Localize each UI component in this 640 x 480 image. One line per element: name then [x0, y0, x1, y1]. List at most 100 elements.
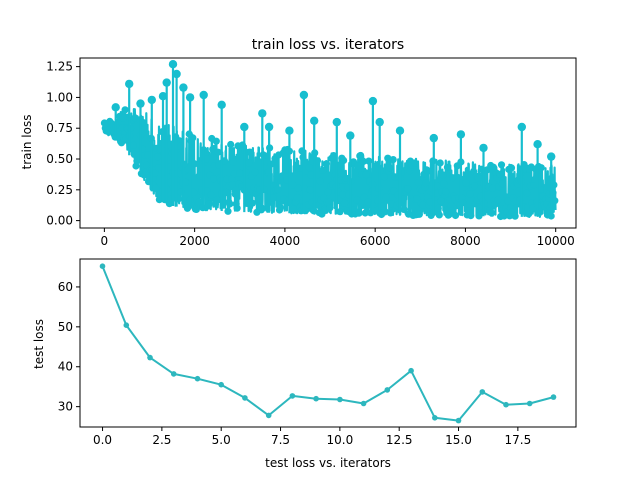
train-loss-y-ticks: 0.00 0.25 0.50 0.75 1.00 1.25: [46, 60, 80, 228]
train-loss-spike-point: [346, 131, 355, 140]
test-loss-point: [99, 263, 106, 270]
train-loss-point: [434, 204, 442, 212]
train-loss-point: [307, 171, 315, 179]
train-loss-point: [214, 148, 222, 156]
train-loss-point: [340, 199, 349, 207]
test-loss-point: [337, 396, 343, 403]
train-loss-point: [467, 212, 475, 220]
test-loss-point: [313, 395, 319, 402]
train-loss-point: [222, 189, 230, 197]
train-loss-spike-point: [172, 69, 181, 79]
train-loss-point: [190, 188, 198, 196]
train-loss-point: [415, 210, 423, 218]
train-loss-point: [154, 164, 163, 172]
train-loss-point: [551, 197, 559, 205]
train-loss-point: [210, 175, 218, 183]
test-loss-x-tick-label: 7.5: [271, 433, 290, 447]
train-loss-point: [511, 212, 519, 220]
train-loss-point: [176, 142, 184, 150]
train-loss-point: [381, 208, 389, 216]
test-loss-point: [408, 367, 414, 374]
train-loss-point: [384, 154, 392, 162]
train-loss-point: [251, 168, 259, 176]
train-loss-spike-point: [429, 133, 438, 143]
train-loss-point: [154, 153, 162, 161]
train-loss-point: [277, 177, 285, 185]
train-loss-point: [289, 181, 297, 189]
train-loss-x-tick-label: 2000: [179, 234, 210, 248]
test-loss-x-tick-label: 15.0: [445, 433, 472, 447]
train-loss-point: [497, 161, 506, 169]
train-loss-point: [205, 200, 213, 208]
train-loss-point: [345, 191, 353, 199]
train-loss-point: [436, 159, 444, 167]
train-loss-point: [339, 191, 347, 199]
train-loss-x-tick-label: 0: [101, 234, 109, 248]
train-loss-spike-point: [162, 78, 171, 87]
train-loss-point: [357, 151, 365, 160]
test-loss-point: [360, 400, 367, 407]
train-loss-spike-point: [264, 122, 274, 132]
train-loss-point: [151, 169, 159, 177]
train-loss-x-tick-label: 10000: [537, 234, 575, 248]
train-loss-point: [498, 180, 506, 188]
train-loss-axes-frame: [79, 57, 577, 229]
test-loss-y-tick-label: 40: [58, 360, 73, 374]
train-loss-point: [306, 186, 314, 194]
train-loss-point: [228, 181, 237, 189]
test-loss-point: [455, 417, 462, 424]
train-loss-point: [269, 194, 277, 202]
train-loss-point: [525, 210, 533, 218]
train-loss-y-tick-label: 0.25: [46, 183, 73, 197]
train-loss-point: [294, 184, 302, 192]
test-loss-point: [194, 375, 201, 382]
test-loss-point: [432, 415, 438, 421]
train-loss-point: [504, 197, 512, 205]
train-loss-point: [230, 170, 238, 178]
train-loss-point: [247, 149, 255, 157]
test-loss-series-line: [101, 265, 554, 422]
train-loss-point: [389, 156, 397, 164]
test-loss-point: [242, 395, 248, 401]
test-loss-x-tick-label: 2.5: [152, 433, 171, 447]
train-loss-point: [273, 172, 281, 180]
train-loss-point: [319, 166, 327, 174]
train-loss-point: [413, 195, 421, 203]
test-loss-y-tick-label: 60: [58, 280, 73, 294]
test-loss-x-ticks: 0.0 2.5 5.0 7.5 10.0 12.5 15.0 17.5: [93, 427, 531, 447]
train-loss-point: [397, 168, 405, 176]
train-loss-point: [248, 199, 256, 207]
train-loss-point: [290, 205, 298, 213]
train-loss-point: [229, 158, 237, 166]
test-loss-point: [218, 381, 224, 388]
train-loss-spike-point: [533, 140, 542, 149]
train-loss-spike-point: [479, 143, 488, 153]
train-loss-y-tick-label: 0.50: [46, 152, 73, 166]
test-loss-point: [147, 354, 153, 361]
train-loss-y-tick-label: 0.75: [46, 121, 73, 135]
train-loss-point: [228, 175, 236, 183]
train-loss-point: [340, 156, 348, 164]
train-loss-point: [365, 157, 373, 165]
train-loss-spike-point: [136, 99, 145, 108]
train-loss-y-tick-label: 1.00: [46, 90, 73, 104]
train-loss-point: [325, 198, 333, 206]
train-loss-point: [313, 157, 321, 165]
train-loss-spike-point: [375, 117, 384, 127]
train-loss-x-tick-label: 6000: [360, 234, 391, 248]
train-loss-point: [494, 196, 502, 204]
train-loss-y-tick-label: 0.00: [46, 214, 73, 228]
train-loss-spike-point: [285, 126, 294, 135]
train-loss-point: [353, 196, 361, 204]
train-loss-spike-point: [332, 117, 341, 127]
test-loss-y-tick-label: 30: [58, 400, 73, 414]
train-loss-point: [121, 106, 129, 114]
train-loss-point: [424, 167, 432, 175]
test-loss-point: [265, 412, 272, 419]
train-loss-point: [380, 173, 388, 181]
train-loss-point: [276, 203, 284, 212]
test-loss-x-tick-label: 10.0: [327, 433, 354, 447]
train-loss-point: [144, 151, 152, 159]
